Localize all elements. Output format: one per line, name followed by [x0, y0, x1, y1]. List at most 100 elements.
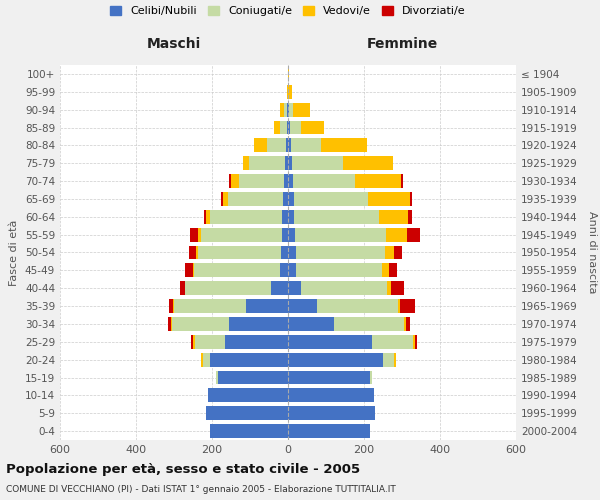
Bar [274, 120, 280, 134]
Bar [288, 370, 370, 384]
Bar [289, 102, 293, 117]
Bar [229, 317, 288, 331]
Bar [389, 264, 397, 278]
Bar [296, 246, 385, 260]
Bar [271, 281, 288, 295]
Bar [200, 228, 283, 241]
Bar [286, 138, 288, 152]
Bar [189, 246, 196, 260]
Bar [287, 120, 288, 134]
Bar [210, 424, 288, 438]
Bar [288, 246, 296, 260]
Bar [410, 192, 412, 206]
Bar [174, 299, 246, 313]
Bar [379, 210, 408, 224]
Bar [249, 156, 285, 170]
Bar [288, 299, 317, 313]
Bar [288, 317, 334, 331]
Bar [239, 174, 284, 188]
Bar [197, 246, 281, 260]
Bar [180, 281, 185, 295]
Bar [288, 264, 296, 278]
Bar [206, 406, 288, 420]
Bar [394, 246, 402, 260]
Bar [288, 174, 293, 188]
Bar [371, 335, 413, 349]
Y-axis label: Fasce di età: Fasce di età [10, 220, 19, 286]
Bar [280, 102, 284, 117]
Bar [169, 299, 173, 313]
Bar [386, 228, 407, 241]
Bar [200, 352, 203, 366]
Bar [283, 192, 288, 206]
Bar [243, 156, 249, 170]
Bar [291, 138, 322, 152]
Bar [288, 156, 292, 170]
Bar [190, 228, 197, 241]
Bar [231, 174, 239, 188]
Bar [317, 299, 398, 313]
Bar [289, 85, 292, 99]
Bar [370, 370, 371, 384]
Bar [295, 228, 386, 241]
Bar [185, 281, 271, 295]
Bar [383, 352, 394, 366]
Bar [185, 264, 193, 278]
Bar [287, 102, 288, 117]
Bar [288, 406, 376, 420]
Y-axis label: Anni di nascita: Anni di nascita [587, 211, 597, 294]
Bar [288, 424, 370, 438]
Bar [288, 138, 291, 152]
Text: Popolazione per età, sesso e stato civile - 2005: Popolazione per età, sesso e stato civil… [6, 462, 360, 475]
Text: Femmine: Femmine [367, 36, 437, 51]
Bar [288, 192, 294, 206]
Bar [288, 120, 290, 134]
Bar [408, 210, 412, 224]
Bar [246, 299, 288, 313]
Bar [267, 138, 286, 152]
Bar [288, 335, 371, 349]
Bar [285, 156, 288, 170]
Bar [288, 67, 289, 81]
Bar [280, 264, 288, 278]
Bar [294, 192, 368, 206]
Text: COMUNE DI VECCHIANO (PI) - Dati ISTAT 1° gennaio 2005 - Elaborazione TUTTITALIA.: COMUNE DI VECCHIANO (PI) - Dati ISTAT 1°… [6, 485, 396, 494]
Bar [288, 228, 295, 241]
Bar [173, 299, 174, 313]
Bar [218, 370, 288, 384]
Bar [216, 370, 218, 384]
Bar [400, 299, 415, 313]
Bar [221, 192, 223, 206]
Bar [284, 102, 287, 117]
Text: Maschi: Maschi [147, 36, 201, 51]
Bar [223, 192, 229, 206]
Bar [394, 352, 396, 366]
Bar [284, 174, 288, 188]
Bar [290, 120, 301, 134]
Bar [301, 281, 387, 295]
Bar [401, 174, 403, 188]
Bar [280, 120, 287, 134]
Bar [293, 174, 355, 188]
Bar [254, 138, 267, 152]
Bar [382, 264, 389, 278]
Bar [203, 352, 210, 366]
Bar [193, 264, 194, 278]
Bar [391, 281, 404, 295]
Bar [398, 299, 400, 313]
Bar [293, 102, 310, 117]
Bar [415, 335, 417, 349]
Bar [208, 388, 288, 402]
Bar [205, 210, 206, 224]
Bar [281, 246, 288, 260]
Bar [172, 317, 229, 331]
Bar [226, 335, 288, 349]
Bar [288, 281, 301, 295]
Bar [301, 120, 324, 134]
Bar [288, 352, 383, 366]
Bar [168, 317, 172, 331]
Bar [334, 317, 404, 331]
Bar [288, 388, 373, 402]
Bar [343, 156, 392, 170]
Bar [283, 228, 288, 241]
